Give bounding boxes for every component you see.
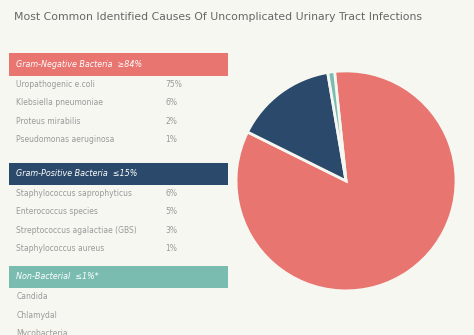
Text: Enterococcus species: Enterococcus species — [16, 207, 98, 216]
Text: Gram-Positive Bacteria  ≤15%: Gram-Positive Bacteria ≤15% — [16, 169, 137, 178]
Text: 1%: 1% — [165, 135, 177, 144]
Text: 5%: 5% — [165, 207, 177, 216]
Text: Klebsiella pneumoniae: Klebsiella pneumoniae — [16, 98, 103, 107]
Wedge shape — [236, 71, 456, 291]
Text: Streptococcus agalactiae (GBS): Streptococcus agalactiae (GBS) — [16, 226, 137, 234]
Text: Staphylococcus saprophyticus: Staphylococcus saprophyticus — [16, 189, 132, 198]
Text: Staphylococcus aureus: Staphylococcus aureus — [16, 244, 104, 253]
Text: 6%: 6% — [165, 189, 177, 198]
Text: Uropathogenic e.coli: Uropathogenic e.coli — [16, 80, 95, 89]
Text: Chlamydal: Chlamydal — [16, 311, 57, 320]
Wedge shape — [247, 72, 346, 181]
FancyBboxPatch shape — [9, 162, 228, 185]
Text: Most Common Identified Causes Of Uncomplicated Urinary Tract Infections: Most Common Identified Causes Of Uncompl… — [14, 12, 422, 22]
Text: 2%: 2% — [165, 117, 177, 126]
Wedge shape — [328, 72, 346, 181]
Text: Candida: Candida — [16, 292, 48, 301]
Text: Proteus mirabilis: Proteus mirabilis — [16, 117, 81, 126]
Text: Mycobacteria: Mycobacteria — [16, 329, 68, 335]
Text: Gram-Negative Bacteria  ≥84%: Gram-Negative Bacteria ≥84% — [16, 60, 142, 69]
Text: 75%: 75% — [165, 80, 182, 89]
Text: 3%: 3% — [165, 226, 177, 234]
Text: Non-Bacterial  ≤1%*: Non-Bacterial ≤1%* — [16, 272, 99, 281]
Text: 1%: 1% — [165, 244, 177, 253]
FancyBboxPatch shape — [9, 54, 228, 76]
Text: 6%: 6% — [165, 98, 177, 107]
Text: Pseudomonas aeruginosa: Pseudomonas aeruginosa — [16, 135, 115, 144]
FancyBboxPatch shape — [9, 266, 228, 288]
